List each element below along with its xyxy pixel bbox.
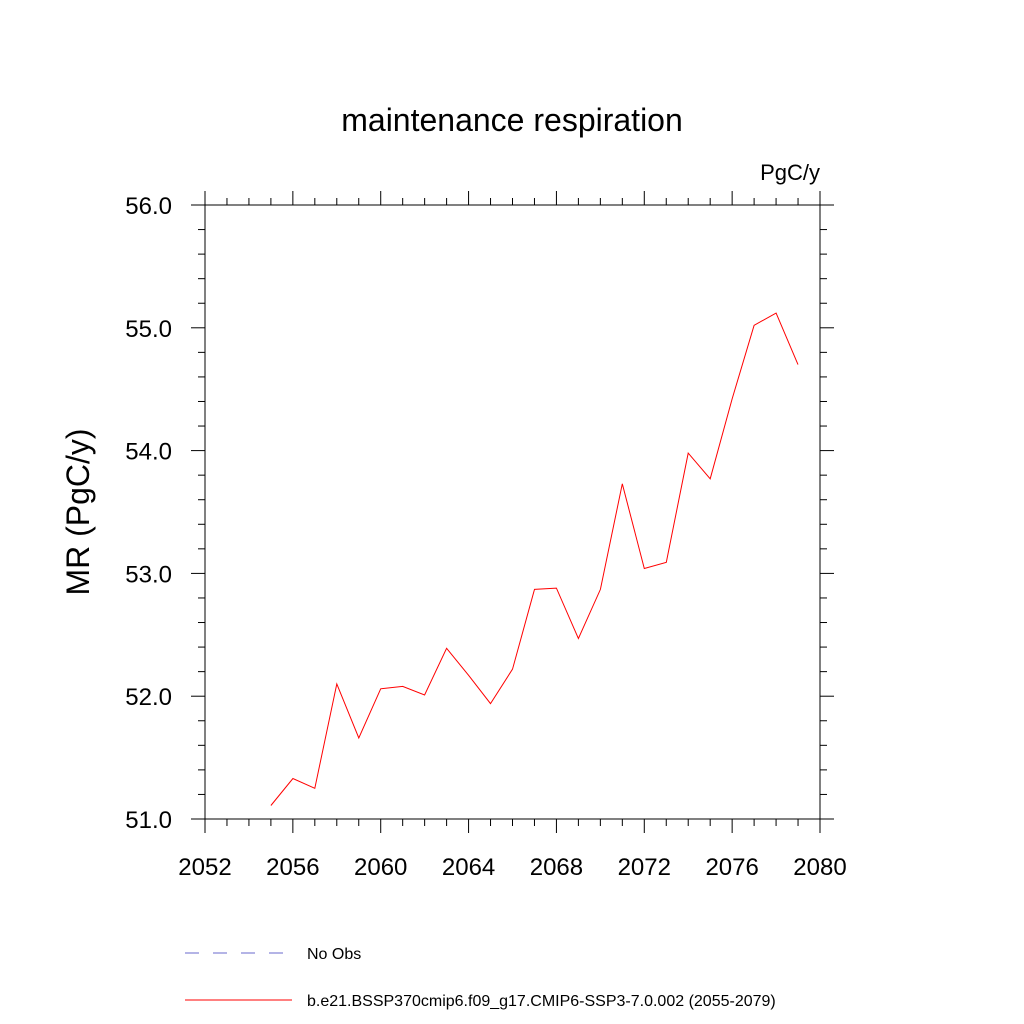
y-axis-label: MR (PgC/y) [60, 428, 96, 595]
data-point [643, 567, 646, 570]
y-tick-label: 51.0 [125, 807, 172, 834]
data-point [423, 693, 426, 696]
data-point [687, 452, 690, 455]
x-tick-label: 2060 [354, 854, 407, 881]
x-tick-label: 2052 [178, 854, 231, 881]
chart-title: maintenance respiration [341, 102, 683, 138]
legend-label-series: b.e21.BSSP370cmip6.f09_g17.CMIP6-SSP3-7.… [307, 993, 776, 1010]
data-point [753, 324, 756, 327]
y-tick-label: 54.0 [125, 439, 172, 466]
x-tick-label: 2056 [266, 854, 319, 881]
x-tick-label: 2076 [705, 854, 758, 881]
data-point [665, 561, 668, 564]
data-point [269, 804, 272, 807]
data-point [511, 668, 514, 671]
data-point [797, 363, 800, 366]
data-point [709, 477, 712, 480]
units-label: PgC/y [760, 160, 820, 185]
y-tick-label: 52.0 [125, 684, 172, 711]
data-point [489, 702, 492, 705]
x-tick-label: 2072 [618, 854, 671, 881]
data-point [467, 674, 470, 677]
legend-label-no-obs: No Obs [307, 946, 361, 963]
y-tick-labels: 51.0 52.0 53.0 54.0 55.0 56.0 [125, 193, 172, 834]
data-point [379, 687, 382, 690]
plot-frame [204, 204, 821, 820]
data-point [335, 682, 338, 685]
legend: No Obs b.e21.BSSP370cmip6.f09_g17.CMIP6-… [185, 946, 776, 1010]
data-point [533, 588, 536, 591]
data-point [555, 587, 558, 590]
x-tick-label: 2068 [530, 854, 583, 881]
data-point [775, 312, 778, 315]
data-point [621, 482, 624, 485]
data-point [401, 685, 404, 688]
y-tick-label: 56.0 [125, 193, 172, 220]
axis-ticks [191, 191, 834, 833]
series-line [270, 312, 799, 806]
data-point [599, 588, 602, 591]
y-tick-label: 55.0 [125, 316, 172, 343]
series-layer [269, 312, 800, 807]
x-tick-label: 2080 [793, 854, 846, 881]
data-point [445, 647, 448, 650]
x-tick-label: 2064 [442, 854, 495, 881]
y-tick-label: 53.0 [125, 561, 172, 588]
data-point [357, 736, 360, 739]
data-point [731, 398, 734, 401]
data-point [577, 637, 580, 640]
x-tick-labels: 2052 2056 2060 2064 2068 2072 2076 2080 [178, 854, 846, 881]
data-point [313, 787, 316, 790]
data-point [291, 777, 294, 780]
